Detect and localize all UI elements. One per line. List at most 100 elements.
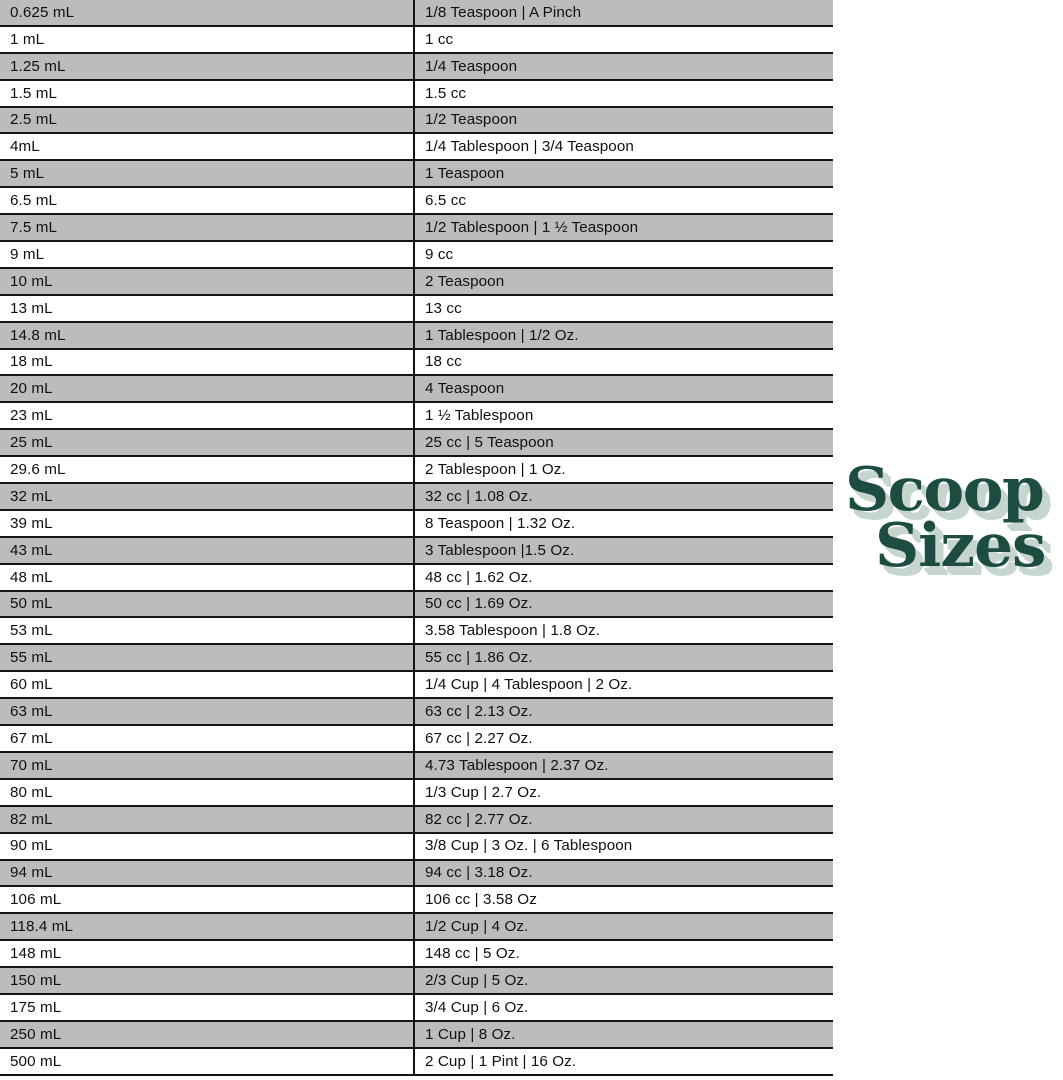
table-row: 1.5 mL 1.5 cc [0,80,833,108]
cell-milliliters: 9 mL [0,242,415,267]
table-row: 150 mL 2/3 Cup | 5 Oz. [0,968,833,995]
cell-equivalent: 48 cc | 1.62 Oz. [425,568,533,586]
cell-equivalent: 4.73 Tablespoon | 2.37 Oz. [425,756,609,774]
cell-milliliters: 14.8 mL [0,322,415,348]
cell-equivalent: 3 Tablespoon |1.5 Oz. [425,541,575,559]
cell-equivalent: 1/4 Teaspoon [425,57,518,75]
cell-equivalent: 1/2 Cup | 4 Oz. [425,918,529,936]
cell-milliliters: 63 mL [0,699,415,725]
cell-equivalent: 1 cc [425,30,454,48]
table-row: 94 mL 94 cc | 3.18 Oz. [0,860,833,888]
cell-equivalent: 9 cc [425,245,454,263]
cell-milliliters: 48 mL [0,564,415,590]
table-row: 106 mL 106 cc | 3.58 Oz [0,887,833,915]
cell-equivalent: 67 cc | 2.27 Oz. [425,729,533,747]
cell-milliliters: 0.625 mL [0,0,415,25]
table-row: 80 mL 1/3 Cup | 2.7 Oz. [0,779,833,807]
cell-milliliters: 60 mL [0,672,415,698]
cell-equivalent: 1 Cup | 8 Oz. [425,1025,516,1043]
cell-equivalent: 1 Teaspoon [425,165,505,183]
table-row: 1.25 mL 1/4 Teaspoon [0,53,833,81]
cell-equivalent: 18 cc [425,353,462,371]
cell-equivalent: 32 cc | 1.08 Oz. [425,487,533,505]
cell-milliliters: 39 mL [0,510,415,536]
table-row: 63 mL 63 cc | 2.13 Oz. [0,699,833,727]
table-row: 118.4 mL 1/2 Cup | 4 Oz. [0,914,833,942]
table-row: 50 mL 50 cc | 1.69 Oz. [0,591,833,619]
cell-milliliters: 106 mL [0,887,415,913]
cell-equivalent: 4 Teaspoon [425,380,505,398]
table-row: 5 mL 1 Teaspoon [0,161,833,189]
cell-equivalent: 148 cc | 5 Oz. [425,945,520,963]
table-row: 14.8 mL 1 Tablespoon | 1/2 Oz. [0,322,833,350]
cell-milliliters: 148 mL [0,941,415,967]
cell-milliliters: 1 mL [0,26,415,52]
cell-milliliters: 1.25 mL [0,53,415,79]
cell-milliliters: 6.5 mL [0,188,415,214]
cell-equivalent: 1/3 Cup | 2.7 Oz. [425,783,542,801]
cell-equivalent: 1.5 cc [425,84,467,102]
cell-equivalent: 1/4 Tablespoon | 3/4 Teaspoon [425,138,634,156]
cell-milliliters: 7.5 mL [0,215,415,241]
cell-milliliters: 80 mL [0,779,415,805]
cell-milliliters: 250 mL [0,1021,415,1047]
table-row: 500 mL 2 Cup | 1 Pint | 16 Oz. [0,1048,833,1076]
cell-milliliters: 67 mL [0,726,415,751]
cell-equivalent: 2 Teaspoon [425,272,505,290]
cell-equivalent: 3/8 Cup | 3 Oz. | 6 Tablespoon [425,837,633,855]
cell-milliliters: 10 mL [0,268,415,294]
table-row: 6.5 mL 6.5 cc [0,188,833,216]
table-row: 29.6 mL 2 Tablespoon | 1 Oz. [0,457,833,485]
cell-milliliters: 23 mL [0,403,415,429]
cell-equivalent: 1 Tablespoon | 1/2 Oz. [425,326,579,344]
cell-equivalent: 3/4 Cup | 6 Oz. [425,998,529,1016]
table-row: 0.625 mL 1/8 Teaspoon | A Pinch [0,0,833,27]
table-row: 43 mL 3 Tablespoon |1.5 Oz. [0,537,833,565]
table-row: 55 mL 55 cc | 1.86 Oz. [0,645,833,673]
table-row: 48 mL 48 cc | 1.62 Oz. [0,564,833,592]
table-row: 25 mL 25 cc | 5 Teaspoon [0,430,833,458]
cell-milliliters: 500 mL [0,1048,415,1074]
table-row: 23 mL 1 ½ Tablespoon [0,403,833,431]
cell-equivalent: 2/3 Cup | 5 Oz. [425,971,529,989]
table-row: 148 mL 148 cc | 5 Oz. [0,941,833,969]
table-row: 2.5 mL 1/2 Teaspoon [0,107,833,135]
cell-milliliters: 4mL [0,134,415,160]
cell-equivalent: 8 Teaspoon | 1.32 Oz. [425,514,576,532]
cell-milliliters: 43 mL [0,537,415,563]
cell-equivalent: 3.58 Tablespoon | 1.8 Oz. [425,622,601,640]
cell-milliliters: 82 mL [0,806,415,832]
table-row: 90 mL 3/8 Cup | 3 Oz. | 6 Tablespoon [0,833,833,861]
cell-equivalent: 1/8 Teaspoon | A Pinch [425,3,582,21]
table-row: 7.5 mL 1/2 Tablespoon | 1 ½ Teaspoon [0,215,833,243]
table-row: 60 mL 1/4 Cup | 4 Tablespoon | 2 Oz. [0,672,833,700]
scoop-sizes-logo: Scoop Sizes [845,460,1057,602]
cell-milliliters: 29.6 mL [0,457,415,483]
table-row: 175 mL 3/4 Cup | 6 Oz. [0,994,833,1022]
table-row: 18 mL 18 cc [0,349,833,377]
table-row: 10 mL 2 Teaspoon [0,268,833,296]
cell-milliliters: 1.5 mL [0,80,415,106]
cell-milliliters: 70 mL [0,752,415,778]
cell-milliliters: 175 mL [0,994,415,1020]
table-row: 1 mL 1 cc [0,26,833,54]
cell-milliliters: 13 mL [0,295,415,321]
cell-equivalent: 1/2 Teaspoon [425,111,518,129]
cell-milliliters: 150 mL [0,968,415,993]
cell-milliliters: 32 mL [0,484,415,509]
cell-milliliters: 5 mL [0,161,415,187]
cell-milliliters: 50 mL [0,591,415,617]
table-row: 9 mL 9 cc [0,242,833,269]
cell-equivalent: 106 cc | 3.58 Oz [425,891,537,909]
cell-milliliters: 118.4 mL [0,914,415,940]
table-row: 13 mL 13 cc [0,295,833,323]
table-row: 250 mL 1 Cup | 8 Oz. [0,1021,833,1049]
table-row: 4mL 1/4 Tablespoon | 3/4 Teaspoon [0,134,833,162]
cell-equivalent: 94 cc | 3.18 Oz. [425,864,533,882]
cell-milliliters: 25 mL [0,430,415,456]
cell-equivalent: 2 Tablespoon | 1 Oz. [425,460,566,478]
logo-line-sizes: Sizes [875,511,1047,582]
conversion-table: 0.625 mL 1/8 Teaspoon | A Pinch 1 mL 1 cc 1.… [0,0,833,1076]
cell-milliliters: 18 mL [0,349,415,375]
cell-milliliters: 94 mL [0,860,415,886]
